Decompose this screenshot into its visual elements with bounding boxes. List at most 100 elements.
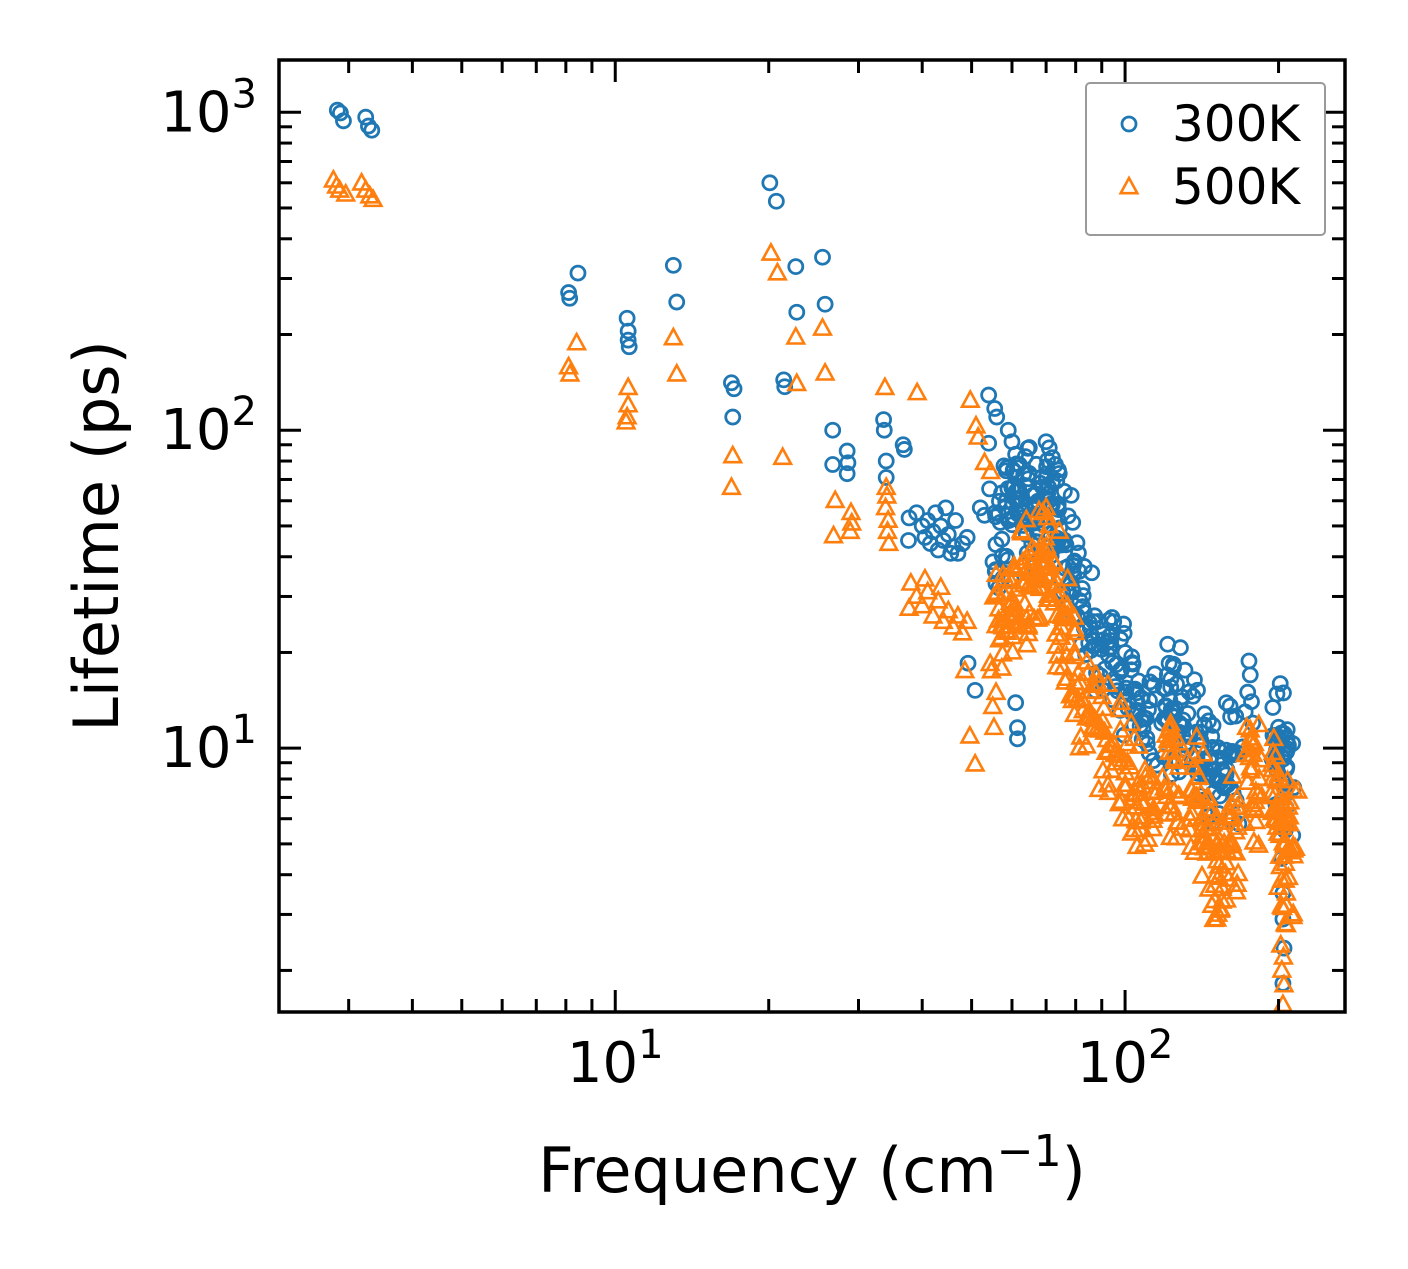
- data-point: [1204, 889, 1226, 909]
- x-axis-label: Frequency (cm−1): [538, 1126, 1086, 1207]
- data-point: [1176, 661, 1194, 679]
- data-point: [1220, 806, 1242, 826]
- data-point: [877, 452, 895, 470]
- data-point: [993, 530, 1011, 548]
- data-point: [720, 475, 742, 496]
- data-point: [1248, 713, 1270, 733]
- data-point: [967, 425, 989, 445]
- data-point: [1208, 854, 1230, 874]
- data-point: [616, 405, 638, 425]
- legend-circle-marker-icon: [1120, 115, 1138, 133]
- data-point: [993, 582, 1015, 603]
- data-point: [1108, 744, 1130, 764]
- data-point: [1125, 795, 1147, 815]
- data-point: [875, 421, 893, 439]
- data-point: [666, 362, 688, 382]
- data-point: [1263, 726, 1285, 747]
- data-point: [1275, 881, 1297, 901]
- data-point: [1130, 672, 1148, 690]
- data-point: [930, 575, 952, 596]
- data-point: [617, 376, 639, 396]
- data-point: [1227, 815, 1249, 835]
- data-point: [959, 724, 981, 744]
- legend-label-500k: 500K: [1172, 158, 1301, 216]
- data-point: [1226, 872, 1248, 893]
- data-point: [1221, 832, 1243, 852]
- data-point: [1261, 753, 1283, 773]
- y-axis-label: Lifetime (ps): [60, 340, 133, 732]
- data-point: [1161, 795, 1183, 815]
- data-point: [1144, 752, 1162, 770]
- data-point: [1248, 833, 1270, 853]
- data-point: [776, 378, 794, 396]
- data-point: [841, 511, 863, 531]
- data-point: [1197, 815, 1219, 836]
- data-point: [898, 596, 920, 616]
- data-point: [561, 289, 579, 307]
- data-point: [335, 182, 357, 202]
- data-point: [1227, 707, 1245, 725]
- data-point: [1114, 776, 1136, 797]
- data-point: [1192, 742, 1214, 762]
- data-point: [788, 303, 806, 321]
- data-point: [1109, 698, 1131, 718]
- data-point: [1217, 694, 1235, 712]
- data-point: [1186, 725, 1208, 745]
- data-point: [1189, 681, 1206, 699]
- legend-triangle-marker-icon: [1118, 175, 1140, 195]
- data-point: [1061, 688, 1083, 709]
- data-point: [979, 652, 1001, 672]
- data-point: [1103, 733, 1125, 753]
- data-point: [1267, 821, 1289, 841]
- data-point: [1284, 836, 1306, 856]
- data-point: [1210, 897, 1232, 917]
- data-point: [1191, 864, 1213, 884]
- y-tick-label: 103: [160, 71, 257, 145]
- data-point: [1272, 945, 1294, 965]
- data-point: [1264, 699, 1282, 716]
- data-point: [1072, 689, 1093, 709]
- data-point: [1141, 692, 1158, 709]
- data-point: [1115, 624, 1133, 642]
- data-point: [785, 325, 807, 345]
- data-point: [787, 258, 805, 276]
- data-point: [1064, 644, 1086, 665]
- data-point: [1225, 880, 1247, 900]
- data-point: [1114, 761, 1136, 781]
- data-point: [985, 680, 1007, 701]
- data-point: [1002, 640, 1024, 660]
- data-point: [1073, 580, 1091, 597]
- data-point: [1016, 556, 1038, 577]
- data-point: [760, 241, 782, 261]
- data-point: [1130, 790, 1152, 810]
- data-point: [1277, 795, 1299, 815]
- data-point: [1097, 773, 1119, 793]
- data-point: [1075, 734, 1097, 754]
- data-point: [722, 444, 744, 464]
- data-point: [1268, 685, 1286, 703]
- data-point: [906, 381, 928, 401]
- series-500k: [322, 168, 1309, 1012]
- data-point: [1274, 868, 1296, 888]
- data-point: [980, 460, 1002, 480]
- data-point: [1186, 671, 1203, 689]
- data-point: [1165, 726, 1187, 746]
- data-point: [1128, 734, 1150, 754]
- data-point: [1064, 621, 1086, 641]
- data-point: [363, 121, 381, 139]
- data-point: [1039, 451, 1056, 469]
- data-point: [1045, 634, 1067, 654]
- data-point: [816, 295, 834, 313]
- data-point: [839, 519, 861, 540]
- legend: 300K 500K: [1085, 82, 1326, 236]
- data-point: [900, 571, 922, 591]
- data-point: [1110, 690, 1132, 711]
- data-point: [1087, 672, 1109, 692]
- data-point: [1195, 817, 1217, 837]
- data-point: [1227, 862, 1249, 882]
- data-point: [838, 465, 856, 483]
- data-point: [619, 322, 637, 340]
- data-point: [1241, 666, 1259, 684]
- data-point: [988, 408, 1006, 426]
